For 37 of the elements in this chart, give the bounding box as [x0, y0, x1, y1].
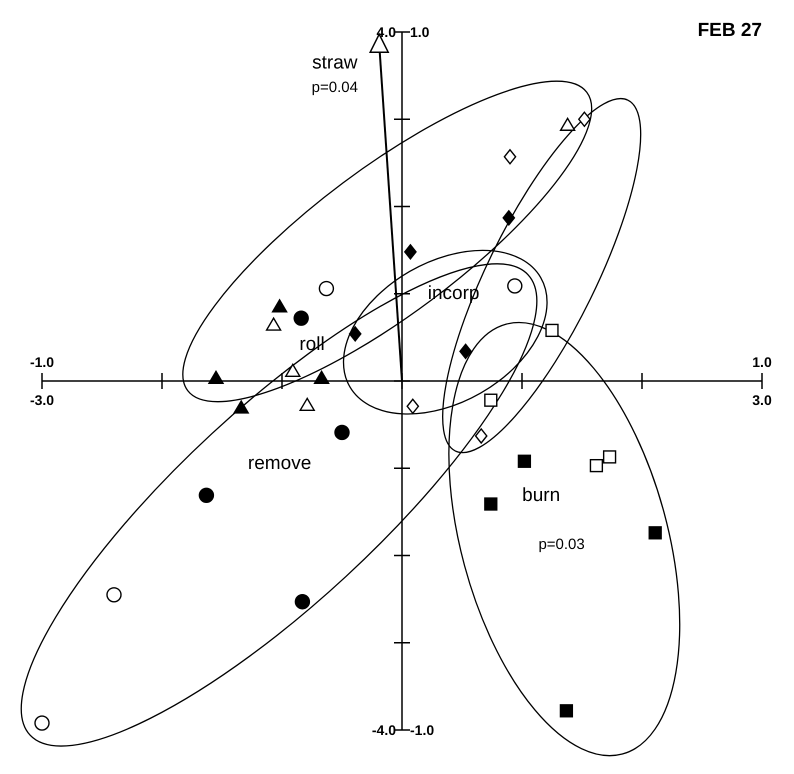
y2-tick-label: -1.0	[410, 722, 434, 738]
point	[334, 424, 350, 440]
x2-tick-label: 1.0	[752, 354, 772, 370]
x-tick-label: -3.0	[30, 392, 54, 408]
x-tick-label: 3.0	[752, 392, 772, 408]
point	[34, 715, 50, 731]
point	[234, 400, 249, 414]
point	[406, 398, 420, 414]
point	[314, 370, 330, 384]
annotation: straw	[312, 52, 358, 74]
point	[198, 488, 214, 503]
point	[502, 210, 516, 226]
point	[285, 364, 300, 377]
point	[507, 278, 522, 294]
point	[294, 310, 309, 326]
chart-title: FEB 27	[698, 20, 762, 41]
point	[300, 398, 315, 412]
point	[208, 370, 224, 384]
annotation: remove	[248, 452, 312, 474]
point	[560, 118, 576, 131]
x2-tick-label: -1.0	[30, 354, 54, 370]
point	[294, 594, 310, 610]
point	[266, 317, 282, 331]
point	[504, 149, 516, 164]
y2-tick-label: 1.0	[410, 24, 430, 40]
point	[578, 112, 591, 127]
annotation: p=0.03	[538, 536, 585, 553]
annotation: p=0.04	[312, 78, 358, 96]
annotation: burn	[522, 485, 560, 506]
y-tick-label: 4.0	[376, 24, 396, 40]
point	[106, 587, 122, 602]
annotation: roll	[299, 334, 325, 356]
point	[318, 280, 334, 296]
point	[348, 326, 362, 342]
point	[272, 299, 288, 312]
y-tick-label: -4.0	[372, 722, 396, 738]
point	[404, 244, 417, 260]
